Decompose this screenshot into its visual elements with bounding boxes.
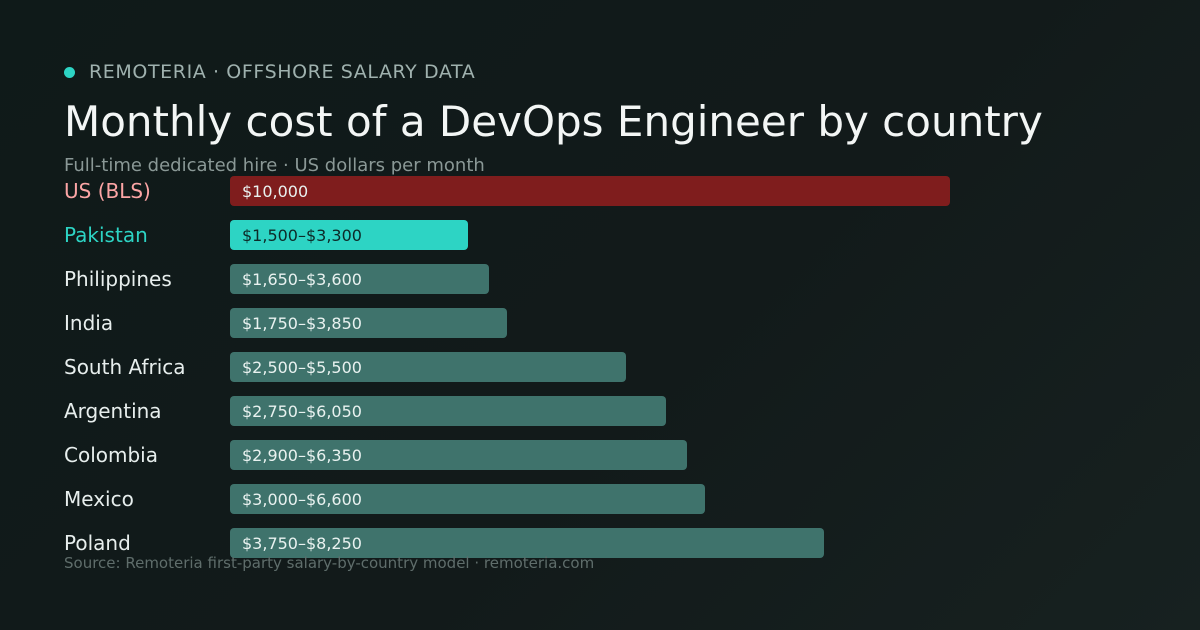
bar [230,264,489,294]
bar-row: Philippines $1,650–$3,600 [64,264,489,294]
brand-dot-icon [64,66,75,78]
bar-row: South Africa $2,500–$5,500 [64,352,626,382]
bar-row: Argentina $2,750–$6,050 [64,396,666,426]
category-label: India [64,311,113,335]
brand-text: REMOTERIA · OFFSHORE SALARY DATA [89,61,476,83]
bar-value-label: $2,750–$6,050 [242,402,362,421]
source-note: Source: Remoteria first-party salary-by-… [64,554,595,572]
bar-value-label: $1,750–$3,850 [242,314,362,333]
bar [230,176,950,206]
category-label: Pakistan [64,223,148,247]
page-title: Monthly cost of a DevOps Engineer by cou… [64,97,1043,146]
category-label: Poland [64,531,131,555]
bar [230,220,468,250]
bar [230,308,507,338]
bar-row: US (BLS) $10,000 [64,176,950,206]
bar-value-label: $3,000–$6,600 [242,490,362,509]
bar-row: India $1,750–$3,850 [64,308,507,338]
bar-value-label: $10,000 [242,182,308,201]
bar-row: Colombia $2,900–$6,350 [64,440,687,470]
category-label: Philippines [64,267,172,291]
bar [230,352,626,382]
bar [230,440,687,470]
bar-value-label: $1,650–$3,600 [242,270,362,289]
bar-row: Mexico $3,000–$6,600 [64,484,705,514]
bar-value-label: $2,900–$6,350 [242,446,362,465]
category-label: Argentina [64,399,162,423]
bar-value-label: $3,750–$8,250 [242,534,362,553]
page-subtitle: Full-time dedicated hire · US dollars pe… [64,155,485,176]
bar-value-label: $2,500–$5,500 [242,358,362,377]
category-label: South Africa [64,355,186,379]
bar [230,396,666,426]
category-label: Mexico [64,487,134,511]
bar-value-label: $1,500–$3,300 [242,226,362,245]
bar-row: Pakistan $1,500–$3,300 [64,220,468,250]
category-label: Colombia [64,443,158,467]
bar [230,528,824,558]
bar-row: Poland $3,750–$8,250 [64,528,824,558]
brand-header: REMOTERIA · OFFSHORE SALARY DATA [64,60,475,84]
category-label: US (BLS) [64,179,151,203]
bar [230,484,705,514]
